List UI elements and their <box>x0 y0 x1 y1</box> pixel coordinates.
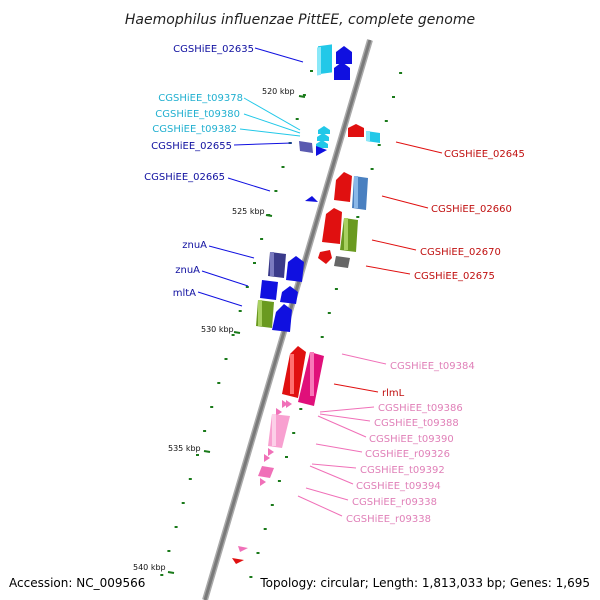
tick-label-535: 535 kbp <box>168 444 201 453</box>
scale-dot <box>217 382 221 384</box>
tick-520: 520 kbp <box>262 87 306 98</box>
right-label-cgshiee-02660[interactable]: CGSHiEE_02660 <box>431 204 512 215</box>
right-label-cgshiee-t09390[interactable]: CGSHiEE_t09390 <box>369 434 454 445</box>
scale-dot <box>231 334 235 336</box>
right-label-cgshiee-t09394[interactable]: CGSHiEE_t09394 <box>356 481 441 492</box>
right-label-cgshiee-r09338-2[interactable]: CGSHiEE_r09338 <box>346 514 431 525</box>
tick-label-530: 530 kbp <box>201 325 234 334</box>
scale-dot <box>356 216 360 218</box>
scale-dot <box>310 70 313 72</box>
scale-dot <box>238 310 242 312</box>
topology-text: Topology: circular; Length: 1,813,033 bp… <box>259 576 590 590</box>
left-label-cgshiee-02655[interactable]: CGSHiEE_02655 <box>151 141 232 152</box>
left-label-mlta[interactable]: mltA <box>173 288 196 299</box>
scale-dot <box>292 432 296 434</box>
scale-dot <box>370 168 374 170</box>
gene-cgshiee-02660[interactable] <box>334 172 368 210</box>
gene-rlml[interactable] <box>282 346 324 406</box>
right-label-cgshiee-t09392[interactable]: CGSHiEE_t09392 <box>360 465 445 476</box>
right-label-cgshiee-t09386[interactable]: CGSHiEE_t09386 <box>378 403 463 414</box>
gene-cgshiee-02655[interactable] <box>299 141 327 156</box>
scale-dot <box>196 454 199 456</box>
gene-cgshiee-r09326[interactable] <box>264 414 290 462</box>
gene-cgshiee-t09386[interactable] <box>276 400 292 416</box>
gene-cgshiee-02635[interactable] <box>317 44 352 80</box>
scale-dot <box>203 430 207 432</box>
tick-535: 535 kbp <box>168 444 211 453</box>
map-title: Haemophilus influenzae PittEE, complete … <box>125 12 475 28</box>
scale-dot <box>253 262 256 264</box>
scale-dot <box>160 574 164 576</box>
gene-znua-2[interactable] <box>260 280 298 304</box>
scale-dot <box>295 118 299 120</box>
left-label-znua-2[interactable]: znuA <box>175 265 200 276</box>
right-label-cgshiee-02645[interactable]: CGSHiEE_02645 <box>444 149 525 160</box>
right-label-cgshiee-t09388[interactable]: CGSHiEE_t09388 <box>374 418 459 429</box>
right-label-rlml[interactable]: rlmL <box>382 388 405 399</box>
tick-530: 530 kbp <box>201 325 241 334</box>
scale-dot <box>174 526 178 528</box>
left-label-cgshiee-02635[interactable]: CGSHiEE_02635 <box>173 44 254 55</box>
scale-dot <box>249 576 253 578</box>
scale-dot <box>224 358 228 360</box>
scale-dot <box>399 72 403 74</box>
scale-dot <box>277 480 281 482</box>
scale-dot <box>285 456 288 458</box>
left-label-cgshiee-t09380[interactable]: CGSHiEE_t09380 <box>155 109 240 120</box>
scale-dot <box>377 144 381 146</box>
left-label-cgshiee-t09378[interactable]: CGSHiEE_t09378 <box>158 93 243 104</box>
scale-dot <box>167 550 171 552</box>
right-label-cgshiee-r09338-1[interactable]: CGSHiEE_r09338 <box>352 497 437 508</box>
gene-cgshiee-02665[interactable] <box>305 196 318 202</box>
scale-dot <box>210 406 214 408</box>
scale-dot <box>299 408 303 410</box>
scale-dot <box>281 166 285 168</box>
right-label-group: CGSHiEE_02645 CGSHiEE_02660 CGSHiEE_0267… <box>297 141 525 525</box>
left-label-cgshiee-02665[interactable]: CGSHiEE_02665 <box>144 172 225 183</box>
scale-dot <box>302 94 306 96</box>
scale-dot <box>274 190 278 192</box>
gene-small-bottom[interactable] <box>232 546 248 564</box>
scale-dot <box>384 120 388 122</box>
left-label-group: CGSHiEE_02635 CGSHiEE_t09378 CGSHiEE_t09… <box>144 44 304 307</box>
scale-dot <box>245 286 249 288</box>
gene-mlta[interactable] <box>256 300 292 332</box>
right-label-cgshiee-t09384[interactable]: CGSHiEE_t09384 <box>390 361 475 372</box>
gene-cgshiee-t09378[interactable] <box>316 126 330 148</box>
scale-dot <box>188 478 192 480</box>
gene-cgshiee-02645[interactable] <box>348 124 380 143</box>
tick-label-540: 540 kbp <box>133 563 166 572</box>
right-label-cgshiee-02675[interactable]: CGSHiEE_02675 <box>414 271 495 282</box>
left-label-znua-1[interactable]: znuA <box>182 240 207 251</box>
scale-dot <box>260 238 264 240</box>
scale-dot <box>334 288 338 290</box>
scale-dot <box>392 96 395 98</box>
tick-525: 525 kbp <box>232 207 273 217</box>
tick-label-525: 525 kbp <box>232 207 265 216</box>
scale-dot <box>263 528 267 530</box>
right-label-cgshiee-r09326[interactable]: CGSHiEE_r09326 <box>365 449 450 460</box>
scale-dot <box>181 502 185 504</box>
right-label-cgshiee-02670[interactable]: CGSHiEE_02670 <box>420 247 501 258</box>
gene-cgshiee-r09338[interactable] <box>258 466 274 486</box>
scale-dot <box>270 504 274 506</box>
gene-cgshiee-02670[interactable] <box>322 208 358 252</box>
left-label-cgshiee-t09382[interactable]: CGSHiEE_t09382 <box>152 124 237 135</box>
accession-text: Accession: NC_009566 <box>9 576 145 590</box>
scale-dot <box>256 552 260 554</box>
gene-cgshiee-02675[interactable] <box>318 250 350 268</box>
scale-dot <box>327 312 331 314</box>
gene-znua-1[interactable] <box>268 252 304 282</box>
tick-540: 540 kbp <box>133 563 175 574</box>
scale-dot <box>320 336 324 338</box>
tick-label-520: 520 kbp <box>262 87 295 96</box>
